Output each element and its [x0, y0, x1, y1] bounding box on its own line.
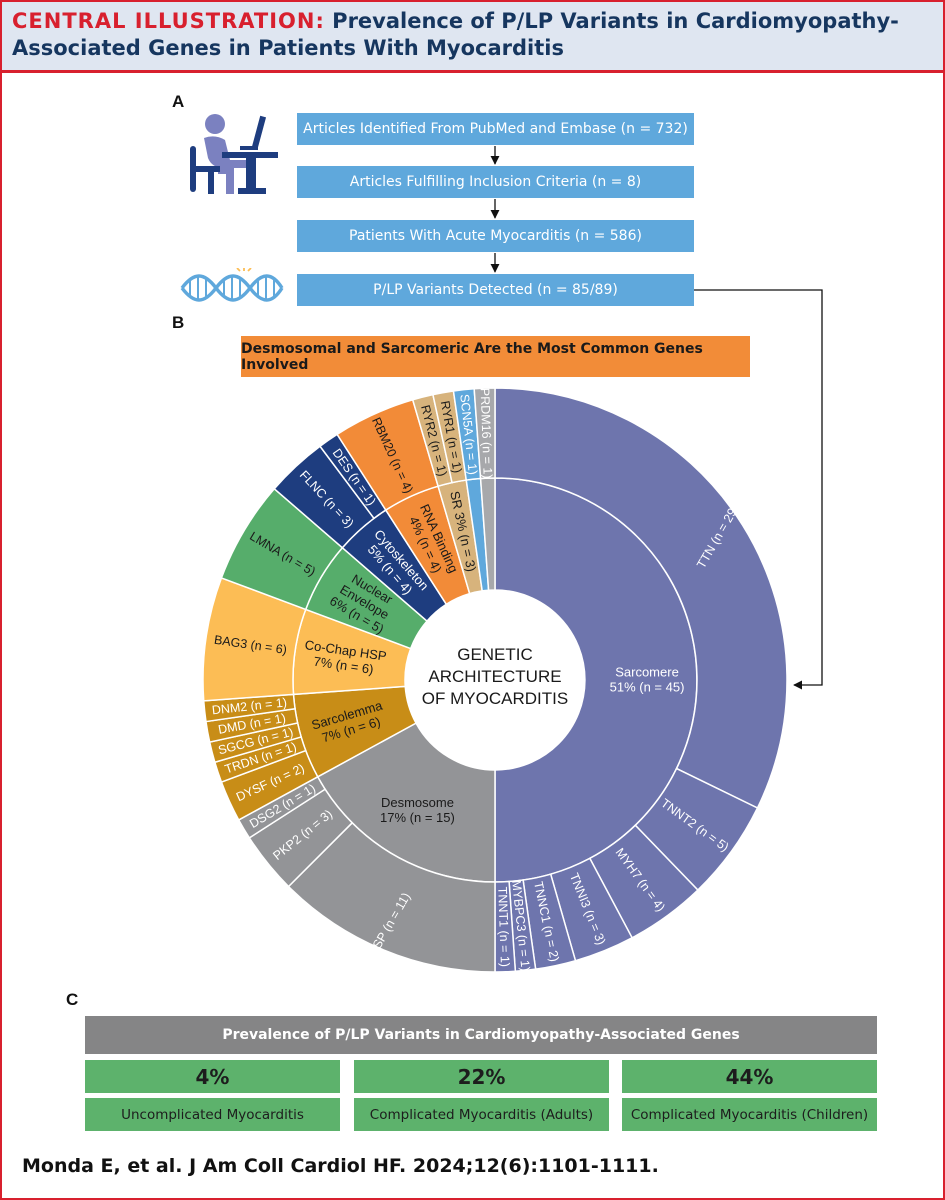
gene-slice-prdm16	[473, 387, 496, 480]
flow-step-variants-detected: P/LP Variants Detected (n = 85/89)	[297, 274, 694, 306]
prevalence-complicated-children-value: 44%	[622, 1060, 877, 1093]
center-label-line-1: GENETIC	[457, 645, 533, 664]
flow-step-articles-identified: Articles Identified From PubMed and Emba…	[297, 113, 694, 145]
title-lead: CENTRAL ILLUSTRATION:	[12, 9, 325, 33]
flow-step-patients: Patients With Acute Myocarditis (n = 586…	[297, 220, 694, 252]
panel-a-label: A	[172, 92, 185, 111]
dna-helix-icon	[180, 268, 284, 302]
title-part-1: Prevalence of P/LP Variants in Cardiomyo…	[332, 9, 899, 33]
center-label-line-2: ARCHITECTURE	[428, 667, 561, 686]
prevalence-complicated-adults-label: Complicated Myocarditis (Adults)	[354, 1098, 609, 1131]
panel-b-label: B	[172, 313, 185, 332]
prevalence-uncomplicated-label: Uncomplicated Myocarditis	[85, 1098, 340, 1131]
flow-arrow-to-chart	[694, 289, 823, 690]
citation: Monda E, et al. J Am Coll Cardiol HF. 20…	[22, 1155, 659, 1177]
center-disc	[405, 590, 585, 770]
panel-c-label: C	[66, 990, 79, 1009]
title-part-2: Associated Genes in Patients With Myocar…	[12, 36, 564, 60]
panel-b-banner: Desmosomal and Sarcomeric Are the Most C…	[241, 336, 750, 377]
person-at-computer-icon	[190, 114, 278, 194]
group-label-desmosome: Desmosome 17% (n = 15)	[380, 795, 455, 825]
sunburst-chart: Sarcomere 51% (n = 45)TTN (n = 29)TNNT2 (…	[202, 146, 823, 973]
header-bar: CENTRAL ILLUSTRATION: Prevalence of P/LP…	[2, 2, 943, 73]
group-label-sarcomere: Sarcomere 51% (n = 45)	[610, 665, 685, 695]
gene-label-prdm16: PRDM16 (n = 1)	[478, 388, 495, 479]
center-label: GENETIC ARCHITECTURE OF MYOCARDITIS	[422, 645, 568, 708]
panel-c-header: Prevalence of P/LP Variants in Cardiomyo…	[85, 1016, 877, 1054]
center-label-line-3: OF MYOCARDITIS	[422, 689, 568, 708]
flow-arrows	[490, 146, 823, 690]
prevalence-complicated-children-label: Complicated Myocarditis (Children)	[622, 1098, 877, 1131]
prevalence-uncomplicated-value: 4%	[85, 1060, 340, 1093]
flow-step-inclusion-criteria: Articles Fulfilling Inclusion Criteria (…	[297, 166, 694, 198]
sunburst-slices	[202, 387, 788, 973]
page-title: CENTRAL ILLUSTRATION: Prevalence of P/LP…	[12, 8, 937, 62]
prevalence-complicated-adults-value: 22%	[354, 1060, 609, 1093]
gene-label-tnnt1: TNNT1 (n = 1)	[495, 887, 512, 968]
gene-slice-ttn	[494, 387, 788, 810]
